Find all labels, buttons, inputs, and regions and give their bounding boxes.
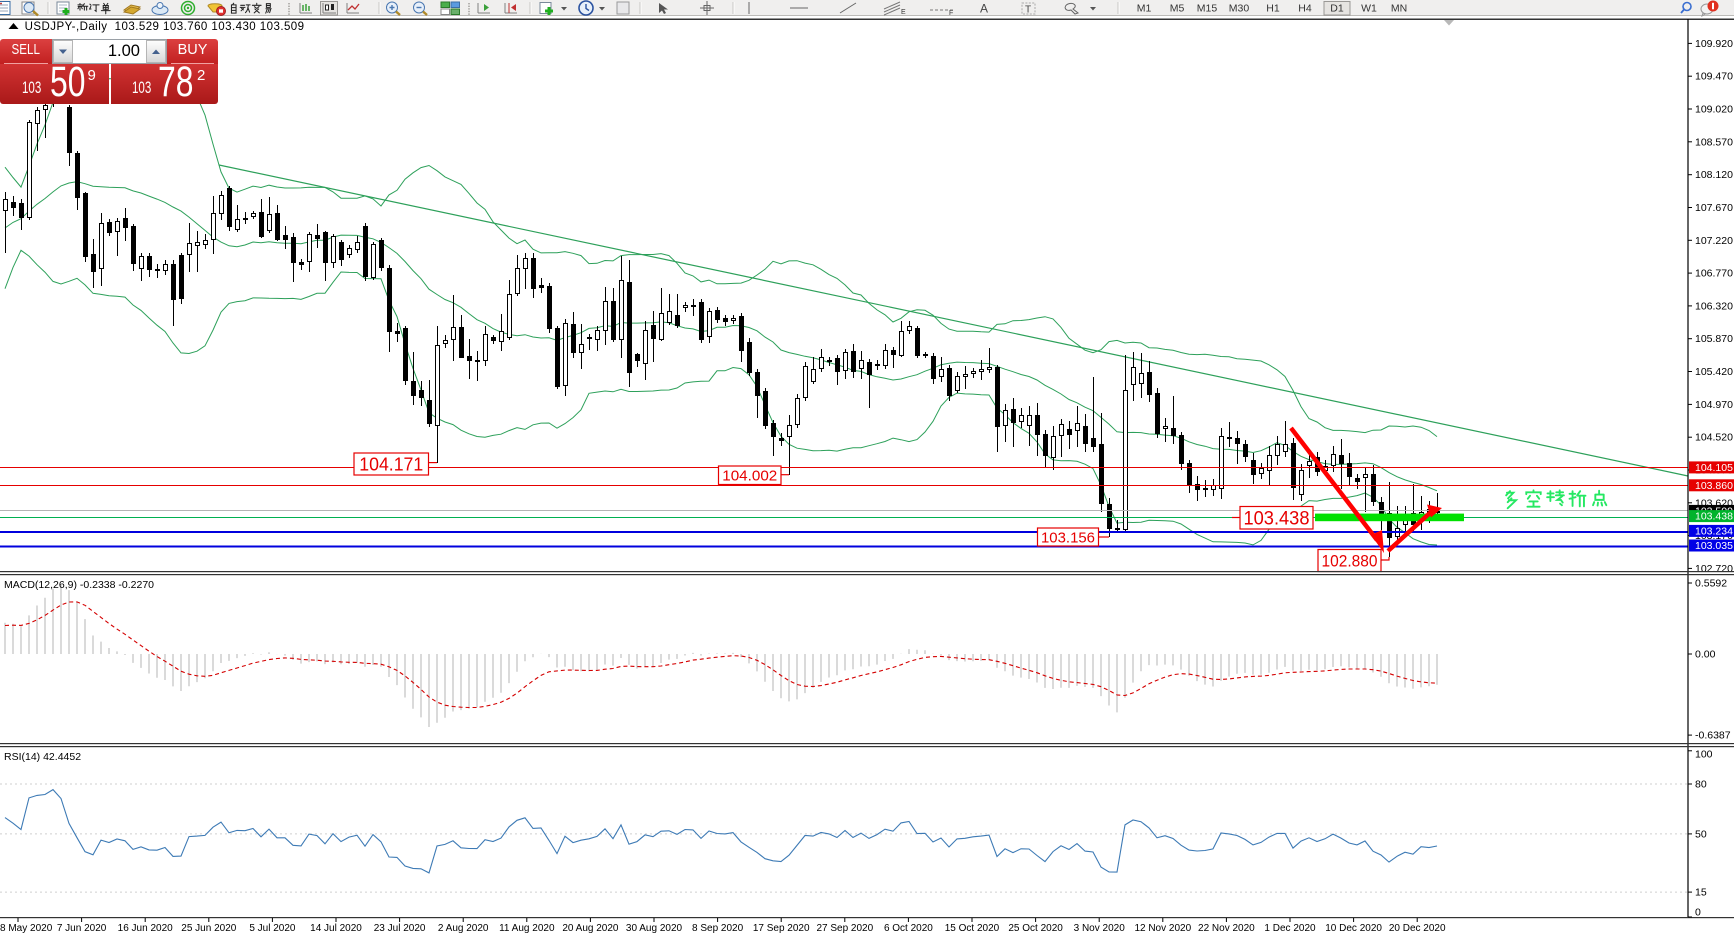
svg-text:16 Jun 2020: 16 Jun 2020	[118, 923, 173, 934]
svg-text:7 Jun 2020: 7 Jun 2020	[57, 923, 107, 934]
svg-text:108.120: 108.120	[1695, 169, 1733, 181]
svg-text:T: T	[1025, 5, 1031, 16]
svg-text:H1: H1	[1266, 3, 1280, 15]
svg-text:8 May 2020: 8 May 2020	[0, 923, 53, 934]
svg-text:104.105: 104.105	[1695, 462, 1733, 474]
svg-text:15 Oct 2020: 15 Oct 2020	[945, 923, 1000, 934]
svg-text:22 Nov 2020: 22 Nov 2020	[1198, 923, 1255, 934]
svg-text:80: 80	[1695, 779, 1707, 791]
svg-text:A: A	[980, 2, 988, 16]
svg-text:14 Jul 2020: 14 Jul 2020	[310, 923, 362, 934]
svg-text:MN: MN	[1391, 3, 1407, 15]
svg-text:23 Jul 2020: 23 Jul 2020	[374, 923, 426, 934]
svg-text:MACD(12,26,9) -0.2338 -0.2270: MACD(12,26,9) -0.2338 -0.2270	[4, 579, 154, 591]
svg-text:105.420: 105.420	[1695, 366, 1733, 378]
svg-text:103.438: 103.438	[1244, 509, 1310, 530]
svg-text:107.220: 107.220	[1695, 235, 1733, 247]
svg-text:F: F	[949, 10, 953, 17]
svg-text:30 Aug 2020: 30 Aug 2020	[626, 923, 683, 934]
svg-text:W1: W1	[1361, 3, 1377, 15]
svg-text:103.156: 103.156	[1041, 529, 1095, 546]
svg-text:107.670: 107.670	[1695, 202, 1733, 214]
svg-text:15: 15	[1695, 887, 1707, 899]
svg-text:109.020: 109.020	[1695, 104, 1733, 116]
svg-text:105.870: 105.870	[1695, 333, 1733, 345]
svg-text:103.234: 103.234	[1695, 525, 1733, 537]
svg-text:109.920: 109.920	[1695, 38, 1733, 50]
svg-text:0: 0	[1695, 907, 1701, 919]
svg-text:103.035: 103.035	[1695, 540, 1733, 552]
svg-text:H4: H4	[1298, 3, 1312, 15]
svg-text:M5: M5	[1170, 3, 1185, 15]
svg-text:0.00: 0.00	[1695, 649, 1716, 661]
svg-text:103.860: 103.860	[1695, 480, 1733, 492]
svg-text:109.470: 109.470	[1695, 71, 1733, 83]
svg-text:M30: M30	[1229, 3, 1250, 15]
svg-text:2 Aug 2020: 2 Aug 2020	[438, 923, 489, 934]
svg-text:1 Dec 2020: 1 Dec 2020	[1264, 923, 1316, 934]
svg-text:106.770: 106.770	[1695, 268, 1733, 280]
svg-text:25 Jun 2020: 25 Jun 2020	[181, 923, 236, 934]
svg-text:27 Sep 2020: 27 Sep 2020	[816, 923, 873, 934]
svg-text:5 Jul 2020: 5 Jul 2020	[249, 923, 296, 934]
svg-text:M15: M15	[1197, 3, 1218, 15]
svg-text:100: 100	[1695, 749, 1713, 761]
svg-text:12 Nov 2020: 12 Nov 2020	[1134, 923, 1191, 934]
svg-text:103.438: 103.438	[1695, 511, 1733, 523]
svg-text:8 Sep 2020: 8 Sep 2020	[692, 923, 744, 934]
svg-text:20 Dec 2020: 20 Dec 2020	[1389, 923, 1446, 934]
svg-text:20 Aug 2020: 20 Aug 2020	[562, 923, 619, 934]
svg-text:M1: M1	[1137, 3, 1152, 15]
svg-text:RSI(14) 42.4452: RSI(14) 42.4452	[4, 751, 81, 763]
svg-text:102.720: 102.720	[1695, 563, 1733, 575]
svg-text:17 Sep 2020: 17 Sep 2020	[753, 923, 810, 934]
svg-text:50: 50	[1695, 828, 1707, 840]
svg-text:102.880: 102.880	[1322, 552, 1378, 571]
svg-text:106.320: 106.320	[1695, 300, 1733, 312]
svg-text:104.970: 104.970	[1695, 399, 1733, 411]
svg-text:3 Nov 2020: 3 Nov 2020	[1074, 923, 1126, 934]
svg-text:10 Dec 2020: 10 Dec 2020	[1325, 923, 1382, 934]
svg-text:104.002: 104.002	[722, 468, 777, 485]
svg-text:6 Oct 2020: 6 Oct 2020	[884, 923, 933, 934]
svg-text:104.520: 104.520	[1695, 432, 1733, 444]
svg-text:108.570: 108.570	[1695, 136, 1733, 148]
svg-text:11 Aug 2020: 11 Aug 2020	[499, 923, 555, 934]
svg-text:25 Oct 2020: 25 Oct 2020	[1008, 923, 1063, 934]
svg-text:D1: D1	[1330, 3, 1344, 15]
svg-text:E: E	[901, 9, 906, 16]
svg-text:104.171: 104.171	[359, 454, 423, 474]
svg-text:-0.6387: -0.6387	[1695, 730, 1731, 742]
svg-text:0.5592: 0.5592	[1695, 578, 1727, 590]
